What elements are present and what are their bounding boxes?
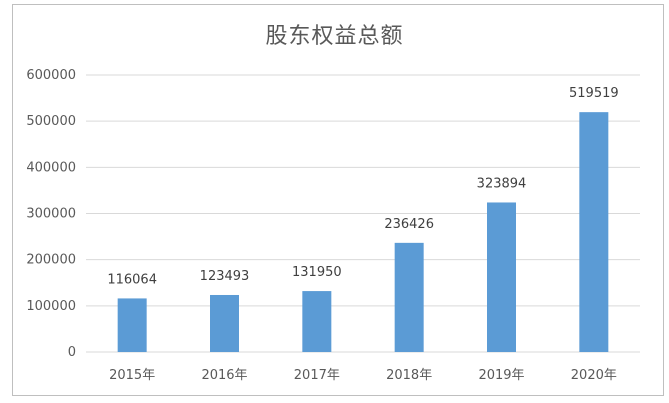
bar bbox=[487, 202, 516, 352]
y-tick-label: 0 bbox=[68, 345, 76, 360]
y-tick-label: 100000 bbox=[26, 299, 76, 314]
bars bbox=[117, 112, 609, 352]
data-label: 123493 bbox=[200, 269, 250, 284]
x-tick-label: 2015年 bbox=[109, 368, 155, 383]
bar bbox=[302, 291, 332, 352]
x-tick-label: 2019年 bbox=[478, 368, 524, 383]
chart-title: 股东权益总额 bbox=[265, 24, 404, 49]
data-labels: 116064 123493 131950 236426 323894 519519 bbox=[107, 86, 618, 287]
data-label: 323894 bbox=[477, 176, 527, 191]
data-label: 131950 bbox=[292, 265, 342, 280]
y-tick-label: 500000 bbox=[26, 114, 76, 129]
y-tick-label: 600000 bbox=[26, 68, 76, 83]
x-tick-label: 2017年 bbox=[294, 368, 340, 383]
bar bbox=[394, 242, 424, 352]
x-tick-label: 2018年 bbox=[386, 368, 432, 383]
y-tick-label: 200000 bbox=[26, 253, 76, 268]
y-tick-label: 400000 bbox=[26, 160, 76, 175]
data-label: 116064 bbox=[107, 272, 157, 287]
x-tick-label: 2020年 bbox=[571, 368, 617, 383]
data-label: 236426 bbox=[384, 217, 434, 232]
bar bbox=[117, 298, 147, 352]
x-axis-ticks: 2015年 2016年 2017年 2018年 2019年 2020年 bbox=[109, 368, 617, 383]
x-tick-label: 2016年 bbox=[201, 368, 247, 383]
y-axis-ticks: 0 100000 200000 300000 400000 500000 600000 bbox=[26, 68, 76, 360]
bar bbox=[210, 294, 239, 352]
data-label: 519519 bbox=[569, 86, 619, 101]
y-tick-label: 300000 bbox=[26, 207, 76, 222]
bar bbox=[579, 112, 609, 352]
gridlines bbox=[86, 74, 640, 353]
